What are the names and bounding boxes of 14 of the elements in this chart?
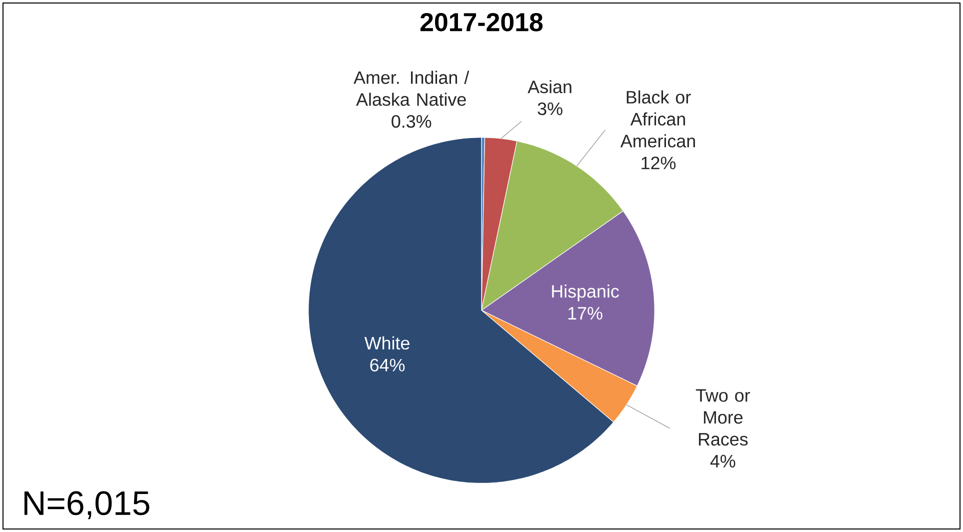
data-label: 0.3% xyxy=(392,115,432,128)
slice-label: Amer. Indian / Alaska Native xyxy=(354,70,470,106)
slice-label: White xyxy=(364,336,410,350)
chart-title: 2017-2018 xyxy=(420,12,543,32)
slice-label: Two or More Races xyxy=(696,389,750,446)
data-label: 17% xyxy=(568,307,602,320)
slice-label: Hispanic xyxy=(552,284,619,302)
data-label: 4% xyxy=(710,454,736,468)
data-label: 3% xyxy=(538,102,562,116)
data-label: 64% xyxy=(370,358,405,372)
text: N=6,015 xyxy=(24,491,150,520)
data-label: 12% xyxy=(642,156,676,170)
slice-label: Asian xyxy=(528,80,572,94)
slice-label: Black or African American xyxy=(620,90,695,148)
